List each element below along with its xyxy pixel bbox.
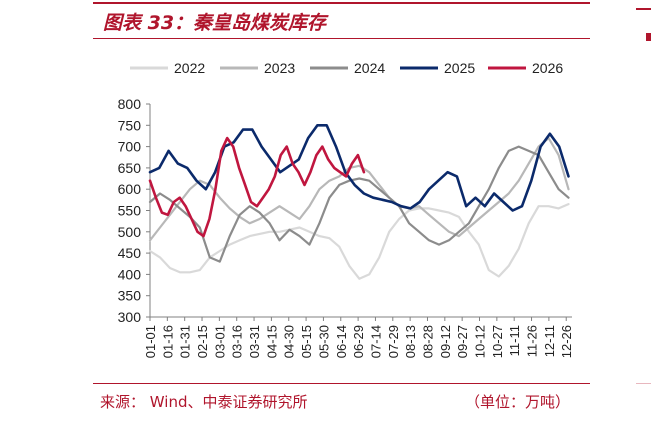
y-axis: 300 350 400 450 500 550 600 650 700 750 800 xyxy=(118,96,151,325)
x-tick-label: 01-01 xyxy=(143,325,158,358)
x-tick-label: 06-29 xyxy=(351,325,366,358)
x-tick-label: 09-12 xyxy=(438,325,453,358)
y-tick-label: 550 xyxy=(118,203,142,219)
x-tick-label: 07-29 xyxy=(386,325,401,358)
y-tick-label: 500 xyxy=(118,224,142,240)
x-tick-label: 01-16 xyxy=(160,325,175,358)
x-tick-label: 10-12 xyxy=(473,325,488,358)
x-tick-label: 03-31 xyxy=(247,325,262,358)
x-tick-label: 05-15 xyxy=(299,325,314,358)
x-tick-label: 12-26 xyxy=(559,325,574,358)
y-tick-label: 600 xyxy=(118,181,142,197)
series-line-2023 xyxy=(148,137,570,242)
y-tick-label: 300 xyxy=(118,309,142,325)
x-tick-label: 11-26 xyxy=(525,325,540,357)
x-tick-label: 01-31 xyxy=(178,325,193,358)
y-tick-label: 450 xyxy=(118,245,142,261)
x-axis: 01-01 01-16 01-31 02-15 03-01 03-16 03-31 04-15… xyxy=(143,316,574,358)
series-lines xyxy=(148,124,570,280)
source-note: 来源： Wind、中泰证券研究所 xyxy=(100,393,308,411)
series-line-2026 xyxy=(148,136,366,238)
x-tick-label: 11-11 xyxy=(507,325,522,356)
x-tick-label: 04-30 xyxy=(282,325,297,358)
series-line-2022 xyxy=(148,203,570,280)
y-tick-label: 700 xyxy=(118,139,142,155)
legend-label: 2026 xyxy=(532,60,563,76)
right-edge-bottom-border xyxy=(636,383,651,384)
right-edge-mark xyxy=(646,33,651,41)
x-tick-label: 04-15 xyxy=(264,325,279,358)
x-tick-label: 10-27 xyxy=(490,325,505,358)
chart-legend: 2022 2023 2024 2025 2026 xyxy=(130,60,563,76)
x-tick-label: 05-30 xyxy=(316,325,331,358)
x-tick-label: 03-01 xyxy=(212,325,227,358)
x-tick-label: 06-14 xyxy=(334,325,349,358)
x-tick-label: 02-15 xyxy=(195,325,210,358)
y-tick-label: 400 xyxy=(118,266,142,282)
x-tick-label: 08-13 xyxy=(403,325,418,358)
x-tick-label: 07-14 xyxy=(368,325,383,358)
x-tick-label: 12-11 xyxy=(542,325,557,357)
title-underline xyxy=(93,38,590,39)
legend-label: 2024 xyxy=(354,60,385,76)
legend-label: 2025 xyxy=(444,60,475,76)
top-border xyxy=(93,2,590,4)
unit-note: （单位：万吨） xyxy=(464,393,570,411)
y-tick-label: 650 xyxy=(118,160,142,176)
footer-divider xyxy=(93,383,590,384)
figure-title: 图表 33：秦皇岛煤炭库存 xyxy=(103,12,327,34)
legend-label: 2022 xyxy=(174,60,205,76)
y-tick-label: 350 xyxy=(118,288,142,304)
x-tick-label: 08-28 xyxy=(420,325,435,358)
legend-label: 2023 xyxy=(264,60,295,76)
right-edge-border xyxy=(636,8,651,10)
y-tick-label: 750 xyxy=(118,117,142,133)
y-tick-label: 800 xyxy=(118,96,142,112)
x-tick-label: 03-16 xyxy=(230,325,245,358)
series-line-2024 xyxy=(148,145,570,263)
x-tick-label: 09-27 xyxy=(455,325,470,358)
